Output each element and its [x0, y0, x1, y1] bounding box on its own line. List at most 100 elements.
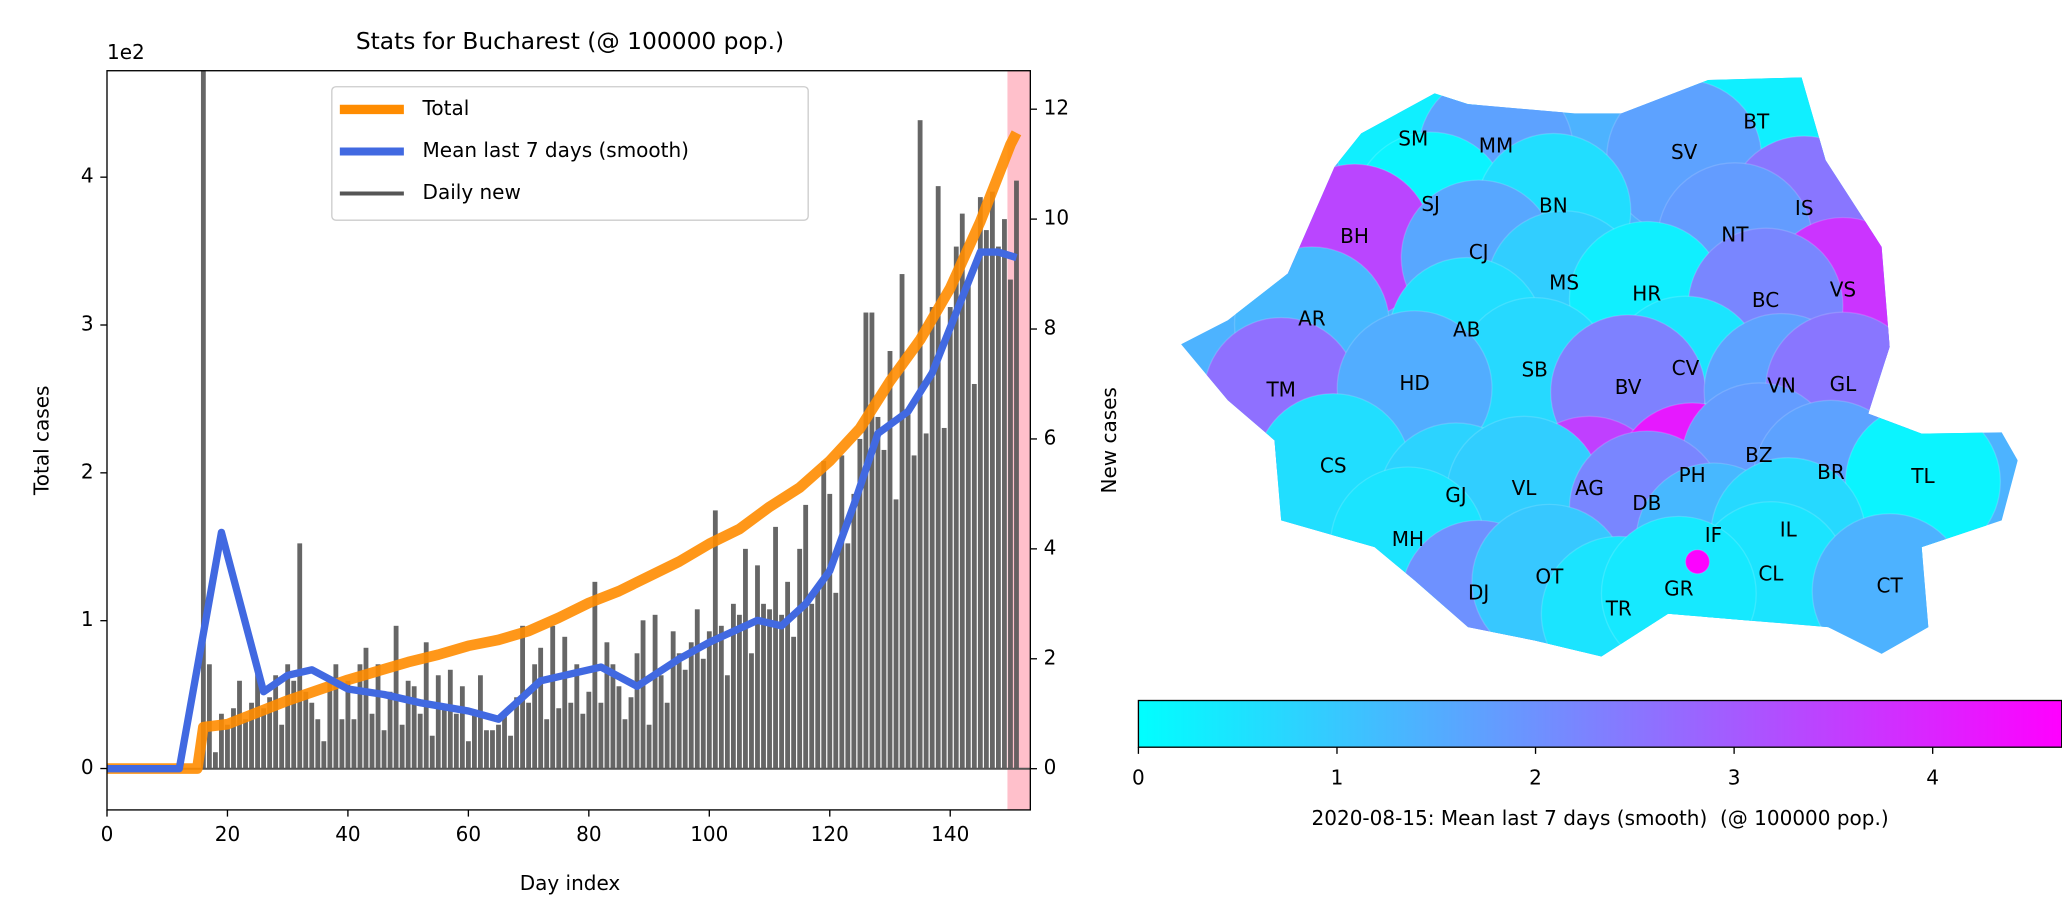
bar [857, 438, 863, 769]
chart-title: Stats for Bucharest (@ 100000 pop.) [356, 27, 784, 55]
county-label: TR [1605, 596, 1632, 620]
bar [303, 691, 309, 769]
bar [887, 351, 893, 769]
county-label: AG [1575, 476, 1604, 500]
bar [923, 433, 929, 769]
bar [447, 669, 453, 769]
bar [490, 730, 495, 769]
colorbar-gradient [1137, 699, 2062, 748]
y-tick-label: 2 [81, 459, 94, 483]
bar [851, 493, 857, 769]
county-label: SV [1671, 140, 1698, 164]
county-label: BV [1615, 375, 1642, 399]
bar [737, 614, 742, 769]
bar [977, 197, 983, 769]
county-label: PH [1679, 463, 1706, 487]
bar [941, 427, 947, 769]
county-label: BH [1340, 224, 1369, 248]
bar [538, 647, 544, 769]
x-tick-label: 140 [931, 822, 969, 846]
county-label: VS [1830, 277, 1856, 301]
x-tick-label: 0 [101, 822, 114, 846]
bar [225, 724, 230, 769]
bar [399, 724, 405, 769]
bar [441, 708, 447, 769]
bar [562, 636, 568, 769]
bar [429, 735, 435, 769]
bar [411, 686, 417, 769]
bar [996, 246, 1001, 769]
bar [935, 186, 941, 769]
bar [568, 702, 574, 769]
county-label: BC [1752, 288, 1779, 312]
bar [327, 680, 333, 769]
x-axis-label: Day index [520, 871, 621, 895]
bar [339, 719, 345, 769]
county-label: TM [1265, 377, 1295, 401]
bar [833, 592, 839, 769]
bar [646, 724, 652, 769]
bar [718, 625, 724, 769]
bar [285, 664, 291, 769]
county-label: HD [1399, 371, 1429, 395]
y2-tick-label: 4 [1044, 535, 1057, 559]
bar [664, 702, 670, 769]
bar [357, 664, 363, 769]
bar [803, 504, 809, 769]
colorbar-tick-label: 4 [1926, 766, 1939, 790]
bar [315, 719, 321, 769]
map-labels: SM MM BT SV SJ BN IS BH CJ NT VS AR MS HR BC AB SB CV TM HD… [1265, 109, 1935, 620]
bar [743, 548, 748, 769]
county-label: SB [1521, 357, 1547, 381]
legend-label: Mean last 7 days (smooth) [423, 138, 689, 162]
bar [881, 449, 887, 769]
bar [767, 609, 772, 769]
county-label: CL [1758, 562, 1784, 586]
bar [405, 680, 411, 769]
colorbar-tick-label: 3 [1728, 766, 1741, 790]
bar [333, 664, 339, 769]
bar [791, 636, 797, 769]
y2-tick-label: 0 [1044, 755, 1057, 779]
x-tick-label: 20 [215, 822, 240, 846]
bar [592, 581, 598, 769]
county-label: DJ [1468, 580, 1489, 604]
y-tick-label: 1 [81, 607, 94, 631]
colorbar-tick-label: 0 [1132, 766, 1145, 790]
line-series [106, 248, 1018, 773]
bar [839, 455, 845, 769]
bar [815, 587, 821, 769]
bar [1002, 219, 1007, 769]
legend-label: Total [422, 96, 470, 120]
bar [929, 307, 935, 769]
bar [634, 653, 640, 769]
county-label: BN [1539, 193, 1568, 217]
bar [652, 614, 658, 769]
bar [586, 691, 592, 769]
y-tick-label: 3 [81, 312, 94, 336]
bar [658, 675, 664, 769]
bar [291, 680, 297, 769]
county-label: GJ [1445, 483, 1466, 507]
bar [670, 631, 676, 769]
county-label: CT [1877, 574, 1904, 598]
bar [219, 713, 224, 769]
bar [375, 664, 381, 769]
x-tick-label: 40 [335, 822, 360, 846]
bar [773, 526, 778, 769]
bar [640, 620, 646, 769]
bar [243, 719, 248, 769]
county-label: GR [1664, 576, 1693, 600]
bar [965, 285, 971, 769]
bar [363, 647, 369, 769]
bar [983, 230, 989, 769]
bar [730, 603, 736, 769]
bar [351, 719, 357, 769]
legend-box [331, 86, 809, 221]
bar [231, 708, 236, 769]
bar [610, 664, 616, 769]
county-label: CV [1672, 356, 1700, 380]
bar [556, 708, 562, 769]
bar [917, 120, 923, 769]
